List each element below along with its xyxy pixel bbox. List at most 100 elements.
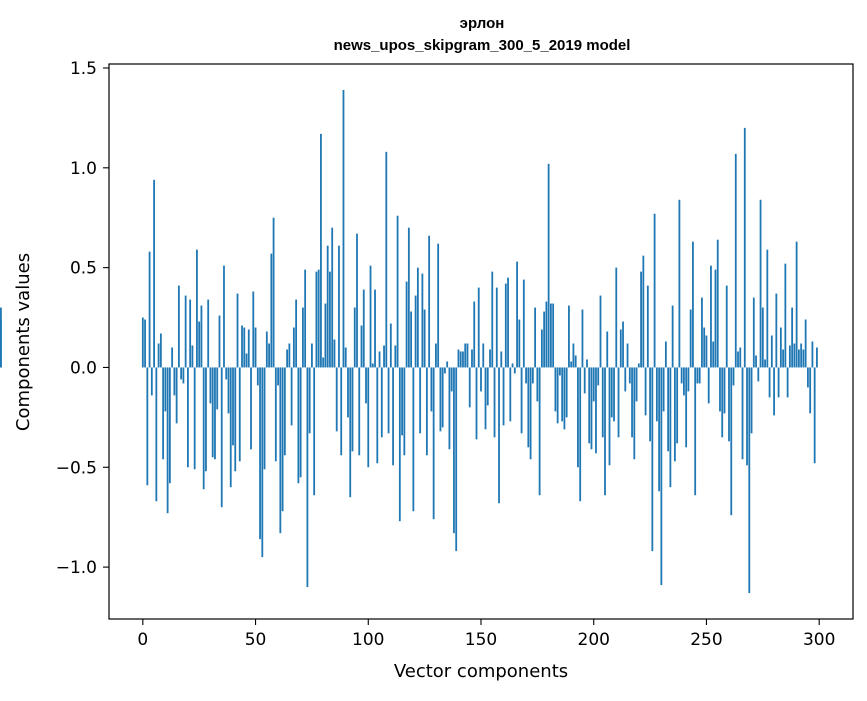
bar: [734, 153, 737, 368]
bar: [439, 367, 442, 432]
bar: [689, 309, 692, 368]
bar: [380, 367, 383, 438]
bar: [437, 243, 440, 368]
bar: [475, 367, 478, 440]
bar: [520, 367, 523, 434]
bar: [243, 327, 246, 368]
bar: [270, 253, 273, 368]
bar: [507, 277, 509, 368]
bar: [673, 367, 676, 462]
bar: [236, 293, 239, 368]
bar: [333, 339, 336, 368]
bar: [662, 367, 665, 412]
bar: [148, 251, 151, 368]
bar: [202, 367, 205, 490]
bar: [768, 367, 771, 398]
bar: [473, 301, 476, 368]
bar: [658, 367, 661, 492]
bar: [171, 347, 174, 368]
bar: [482, 343, 485, 368]
bar: [604, 367, 606, 496]
bar: [394, 345, 397, 368]
bar: [295, 299, 298, 368]
bar: [644, 367, 647, 416]
bar: [791, 307, 794, 368]
bar: [351, 367, 354, 452]
bar: [649, 367, 651, 442]
bar: [220, 367, 223, 508]
bar: [306, 367, 309, 588]
bar: [274, 367, 277, 462]
bar: [748, 367, 751, 594]
bar: [813, 367, 816, 464]
bar: [153, 179, 155, 368]
bar: [608, 367, 611, 466]
bar: [547, 163, 550, 368]
bar: [214, 367, 216, 460]
bar: [563, 367, 566, 430]
bar: [453, 367, 455, 534]
bar: [358, 367, 361, 456]
bar: [752, 297, 755, 368]
bar: [340, 367, 343, 456]
bar: [770, 335, 773, 368]
bar: [775, 293, 778, 368]
bar: [664, 341, 667, 368]
bar: [272, 217, 275, 368]
bar: [410, 311, 413, 368]
x-tick-label: 300: [803, 630, 835, 650]
bar: [211, 367, 214, 458]
bar: [782, 349, 785, 368]
bar: [168, 367, 171, 484]
bar: [234, 367, 237, 472]
bar: [281, 367, 284, 512]
bar: [577, 367, 579, 468]
bar: [504, 283, 507, 368]
bar: [297, 367, 300, 484]
bar: [288, 343, 291, 368]
bar: [256, 367, 259, 386]
bar: [304, 269, 307, 368]
bar: [279, 367, 282, 534]
bar: [737, 351, 739, 368]
bar: [166, 367, 169, 514]
bar: [283, 367, 286, 456]
bar: [725, 285, 728, 368]
bar: [491, 271, 494, 368]
bar: [191, 345, 194, 368]
bar: [640, 271, 642, 368]
bar: [601, 367, 604, 438]
bar: [540, 329, 543, 368]
bar: [329, 271, 331, 368]
bar: [773, 367, 775, 416]
bar: [459, 351, 462, 368]
bar: [356, 233, 358, 368]
bar: [326, 245, 329, 368]
bar: [259, 367, 261, 540]
bar: [347, 367, 349, 418]
bar: [232, 367, 234, 446]
bar: [425, 367, 428, 456]
bar: [586, 359, 588, 368]
bar: [405, 281, 408, 368]
bar: [764, 359, 766, 368]
bar: [500, 351, 503, 368]
y-axis-label: Components values: [13, 253, 34, 431]
bar: [450, 367, 453, 392]
bar: [750, 367, 753, 434]
bar: [308, 367, 311, 434]
bar: [536, 367, 539, 402]
bar: [714, 269, 717, 368]
bar: [389, 323, 392, 368]
bar: [464, 343, 467, 368]
bar: [250, 367, 252, 450]
bar: [568, 305, 570, 368]
bar: [513, 367, 516, 374]
bar: [353, 307, 356, 368]
bar: [599, 295, 602, 368]
bar: [660, 367, 663, 586]
bar: [680, 367, 683, 384]
bar: [378, 351, 381, 368]
bar: [705, 335, 708, 368]
bar: [757, 367, 760, 382]
